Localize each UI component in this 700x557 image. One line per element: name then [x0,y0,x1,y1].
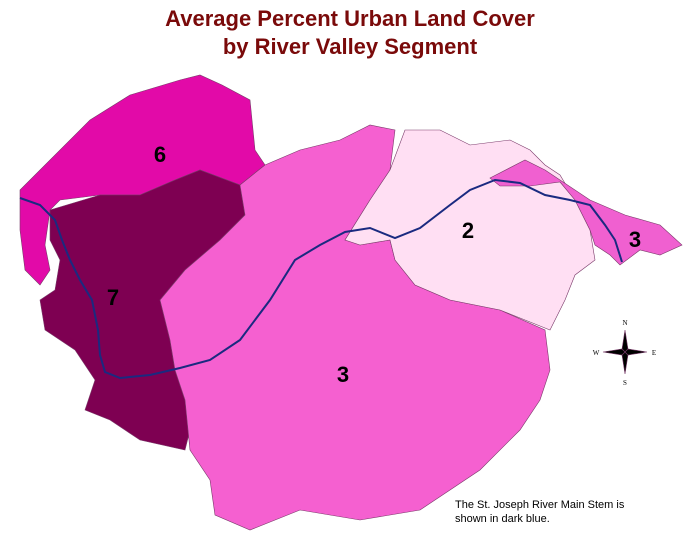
note: The St. Joseph River Main Stem is [455,499,625,511]
title-line: Average Percent Urban Land Cover [165,6,535,31]
region-label: 7 [107,285,119,310]
river [19,178,623,380]
note: shown in dark blue. [455,513,550,525]
title-line: by River Valley Segment [223,34,478,59]
region-label: 3 [629,227,641,252]
region [489,159,683,266]
region-label: 6 [154,142,166,167]
region [159,124,551,531]
compass-label: E [652,349,656,357]
region-label: 3 [337,362,349,387]
compass-label: W [593,349,600,357]
compass: N S E W [593,319,656,387]
region-label: 2 [462,218,474,243]
compass-label: S [623,379,627,387]
compass-label: N [622,319,627,327]
